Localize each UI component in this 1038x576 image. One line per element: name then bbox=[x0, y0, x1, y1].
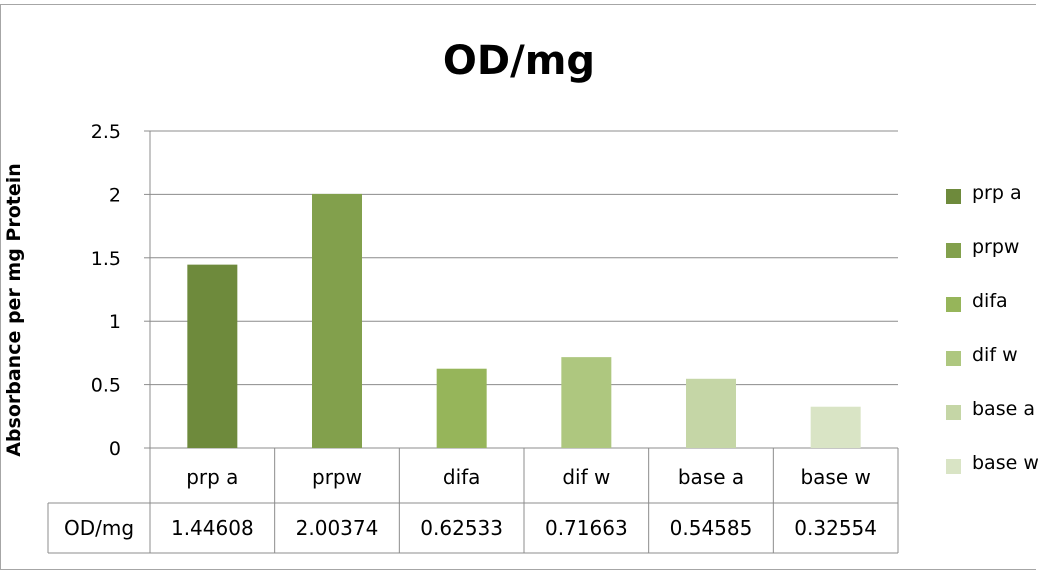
table-value: 0.54585 bbox=[670, 516, 753, 540]
legend-swatch bbox=[946, 243, 961, 258]
bar-prpw bbox=[312, 193, 362, 448]
chart-title: OD/mg bbox=[442, 38, 596, 84]
y-tick-label: 0.5 bbox=[91, 375, 121, 397]
category-label: dif w bbox=[562, 465, 610, 489]
y-tick-label: 2.5 bbox=[91, 121, 121, 143]
bar-base-w bbox=[810, 406, 861, 448]
bar-prp-a bbox=[187, 264, 238, 448]
table-value: 0.32554 bbox=[794, 516, 877, 540]
data-table bbox=[47, 447, 899, 554]
legend-swatch bbox=[946, 297, 961, 312]
category-label: prpw bbox=[312, 465, 362, 489]
legend-swatch bbox=[946, 189, 961, 204]
category-labels: prp a prpw difa dif w base a base w bbox=[186, 465, 871, 489]
table-value: 0.62533 bbox=[420, 516, 503, 540]
category-label: prp a bbox=[186, 465, 238, 489]
legend-label: prpw bbox=[972, 236, 1020, 258]
legend-label: base w bbox=[972, 452, 1038, 474]
legend-label: dif w bbox=[972, 344, 1018, 366]
legend-label: prp a bbox=[972, 182, 1022, 204]
bars bbox=[187, 193, 861, 448]
y-tick-label: 1.5 bbox=[91, 248, 121, 270]
legend-swatch bbox=[946, 405, 961, 420]
bar-dif-w bbox=[561, 357, 612, 448]
table-row-label: OD/mg bbox=[64, 516, 134, 540]
category-label: base w bbox=[800, 465, 870, 489]
legend-label: base a bbox=[972, 398, 1035, 420]
y-tick-label: 2 bbox=[109, 184, 121, 206]
table-value: 2.00374 bbox=[296, 516, 379, 540]
category-label: difa bbox=[443, 465, 481, 489]
y-tick-label: 0 bbox=[109, 438, 121, 460]
legend-swatch bbox=[946, 459, 961, 474]
category-label: base a bbox=[678, 465, 744, 489]
y-tick-labels: 0 0.5 1 1.5 2 2.5 bbox=[91, 121, 121, 460]
y-tick-label: 1 bbox=[109, 311, 121, 333]
legend-swatch bbox=[946, 351, 961, 366]
table-value: 0.71663 bbox=[545, 516, 628, 540]
grid-lines bbox=[144, 130, 898, 449]
table-value: 1.44608 bbox=[171, 516, 254, 540]
bar-difa bbox=[436, 368, 487, 448]
table-values: OD/mg 1.44608 2.00374 0.62533 0.71663 0.54585… bbox=[64, 516, 877, 540]
legend-label: difa bbox=[972, 290, 1008, 312]
bar-base-a bbox=[686, 378, 736, 448]
chart-frame bbox=[0, 4, 1036, 570]
